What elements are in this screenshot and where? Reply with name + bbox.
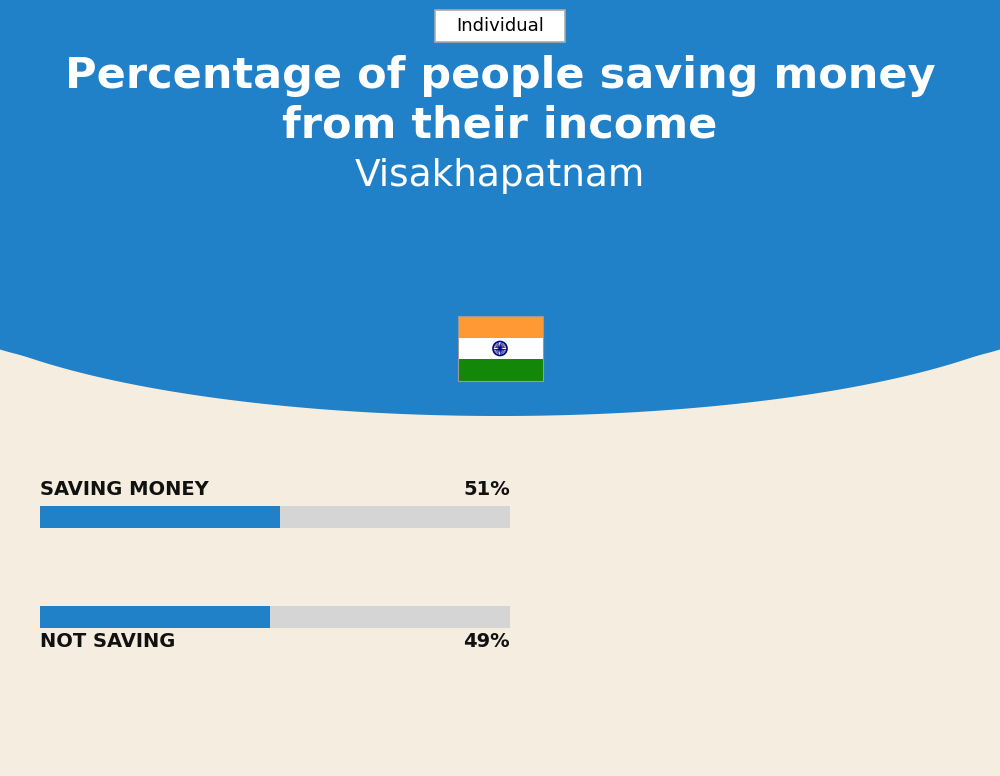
Text: 51%: 51% bbox=[463, 480, 510, 499]
Text: Individual: Individual bbox=[456, 17, 544, 35]
FancyBboxPatch shape bbox=[435, 10, 565, 42]
Text: Visakhapatnam: Visakhapatnam bbox=[355, 158, 645, 194]
Polygon shape bbox=[0, 0, 1000, 416]
Text: Percentage of people saving money: Percentage of people saving money bbox=[65, 55, 935, 97]
Text: 49%: 49% bbox=[463, 632, 510, 651]
FancyBboxPatch shape bbox=[458, 359, 542, 381]
Ellipse shape bbox=[0, 171, 1000, 401]
FancyBboxPatch shape bbox=[40, 606, 270, 628]
Text: from their income: from their income bbox=[282, 105, 718, 147]
Text: SAVING MONEY: SAVING MONEY bbox=[40, 480, 209, 499]
FancyBboxPatch shape bbox=[458, 316, 542, 338]
FancyBboxPatch shape bbox=[40, 606, 510, 628]
FancyBboxPatch shape bbox=[458, 338, 542, 359]
FancyBboxPatch shape bbox=[40, 506, 280, 528]
Text: NOT SAVING: NOT SAVING bbox=[40, 632, 175, 651]
Polygon shape bbox=[0, 0, 1000, 286]
FancyBboxPatch shape bbox=[40, 506, 510, 528]
